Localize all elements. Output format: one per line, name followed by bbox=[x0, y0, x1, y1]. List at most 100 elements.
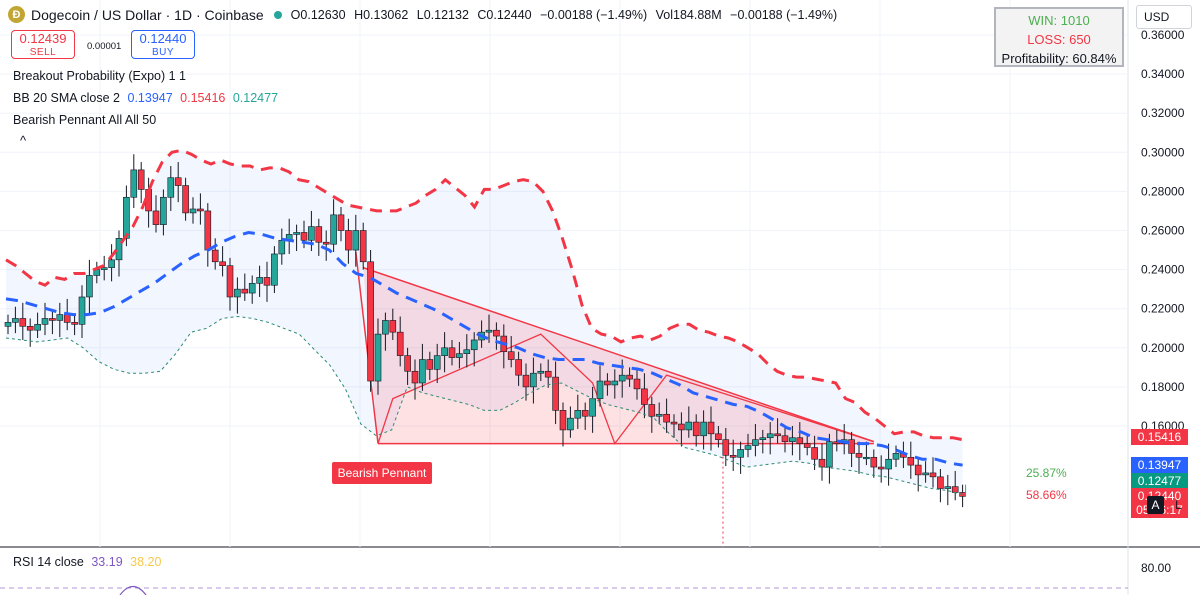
sell-button[interactable]: 0.12439 SELL bbox=[11, 30, 75, 59]
pennant-upper-line bbox=[362, 266, 875, 443]
candle bbox=[433, 355, 441, 370]
candle bbox=[922, 472, 929, 476]
candle bbox=[552, 376, 559, 411]
buy-price: 0.12440 bbox=[139, 31, 187, 46]
candle bbox=[959, 492, 966, 497]
candle bbox=[382, 320, 389, 335]
y-tick-label: 0.32000 bbox=[1141, 106, 1185, 120]
win-count: WIN: 1010 bbox=[1028, 13, 1090, 28]
candle bbox=[4, 322, 12, 327]
candle bbox=[300, 232, 308, 241]
y-tick-label: 0.30000 bbox=[1141, 145, 1185, 159]
candle bbox=[626, 374, 633, 380]
candle bbox=[515, 359, 522, 376]
candle bbox=[774, 433, 781, 437]
candle bbox=[56, 314, 64, 321]
candle bbox=[633, 378, 641, 390]
rsi-value: 33.19 bbox=[91, 555, 123, 569]
spread-value: 0.00001 bbox=[87, 41, 122, 52]
candle bbox=[12, 318, 19, 323]
candle bbox=[41, 318, 49, 325]
candle bbox=[670, 421, 678, 425]
candle bbox=[796, 437, 804, 444]
candle bbox=[944, 486, 952, 489]
buy-button[interactable]: 0.12440 BUY bbox=[131, 30, 195, 59]
bollinger-upper-band bbox=[5, 148, 963, 442]
ohlc-values: O0.12630 H0.13062 L0.12132 C0.12440 −0.0… bbox=[290, 7, 838, 22]
candle bbox=[426, 359, 434, 370]
candle bbox=[248, 282, 256, 294]
y-tick-label: 0.26000 bbox=[1141, 224, 1185, 238]
candle bbox=[892, 453, 900, 460]
candle bbox=[485, 329, 493, 333]
candle bbox=[507, 351, 515, 360]
y-tick-label: 0.20000 bbox=[1141, 341, 1185, 355]
candle bbox=[26, 325, 34, 331]
candle bbox=[278, 239, 286, 255]
candle bbox=[19, 318, 27, 327]
candle bbox=[367, 261, 374, 382]
pennant-pole bbox=[355, 251, 379, 444]
candle bbox=[204, 210, 212, 251]
bb-label: BB 20 SMA close 2 bbox=[13, 91, 121, 105]
collapse-legend-icon[interactable]: ^ bbox=[20, 133, 27, 148]
bollinger-lower-band bbox=[5, 315, 963, 495]
candle bbox=[167, 177, 175, 198]
candle bbox=[530, 372, 537, 388]
currency-select[interactable]: USD bbox=[1136, 5, 1192, 29]
candle bbox=[752, 439, 759, 446]
candle bbox=[914, 464, 922, 476]
auto-scale-button[interactable]: A bbox=[1147, 496, 1164, 514]
y-tick-label: 0.34000 bbox=[1141, 67, 1185, 81]
candle bbox=[411, 370, 419, 384]
candle bbox=[863, 456, 870, 460]
rsi-level-label: 80.00 bbox=[1141, 561, 1171, 575]
candle bbox=[848, 439, 855, 454]
candle bbox=[182, 185, 189, 214]
candle bbox=[929, 472, 937, 478]
candle bbox=[589, 398, 596, 417]
bollinger-basis bbox=[5, 230, 963, 467]
profitability: Profitability: 60.84% bbox=[1001, 51, 1117, 66]
lower-band-price-tag: 0.12477 bbox=[1131, 473, 1188, 489]
candle bbox=[537, 370, 545, 374]
candle bbox=[648, 404, 656, 417]
candle bbox=[404, 355, 411, 372]
candle bbox=[359, 230, 367, 263]
symbol-title[interactable]: Dogecoin / US Dollar · 1D · Coinbase bbox=[31, 6, 264, 23]
basis-price-tag: 0.13947 bbox=[1131, 457, 1188, 473]
sell-label: SELL bbox=[29, 47, 57, 58]
candle bbox=[937, 476, 944, 489]
candle bbox=[581, 410, 589, 417]
indicator-bollinger-bands[interactable]: BB 20 SMA close 2 0.13947 0.15416 0.1247… bbox=[13, 91, 282, 105]
candle bbox=[611, 380, 619, 386]
loss-count: LOSS: 650 bbox=[1027, 32, 1091, 47]
candle bbox=[618, 374, 626, 382]
candle bbox=[870, 456, 878, 468]
buy-label: BUY bbox=[151, 47, 175, 58]
y-tick-label: 0.28000 bbox=[1141, 184, 1185, 198]
candle bbox=[448, 347, 456, 358]
candle bbox=[86, 275, 93, 298]
indicator-breakout-probability[interactable]: Breakout Probability (Expo) 1 1 bbox=[13, 69, 187, 83]
candle bbox=[389, 320, 397, 333]
sell-price: 0.12439 bbox=[19, 31, 67, 46]
candle bbox=[63, 314, 71, 323]
candle bbox=[419, 359, 426, 384]
candle bbox=[885, 458, 892, 470]
log-scale-button[interactable]: L bbox=[1175, 498, 1182, 512]
candle bbox=[315, 226, 323, 243]
plot-area bbox=[0, 0, 1128, 547]
candle bbox=[456, 353, 463, 358]
candle bbox=[818, 458, 826, 468]
bb-basis-value: 0.13947 bbox=[127, 91, 173, 105]
candle bbox=[160, 196, 167, 225]
indicator-bearish-pennant[interactable]: Bearish Pennant All All 50 bbox=[13, 113, 157, 127]
candle bbox=[463, 349, 471, 354]
candle bbox=[197, 208, 204, 212]
candle bbox=[641, 388, 648, 405]
rsi-label: RSI 14 close bbox=[13, 555, 84, 569]
candle bbox=[663, 413, 670, 423]
rsi-legend[interactable]: RSI 14 close 33.19 38.20 bbox=[13, 555, 161, 569]
